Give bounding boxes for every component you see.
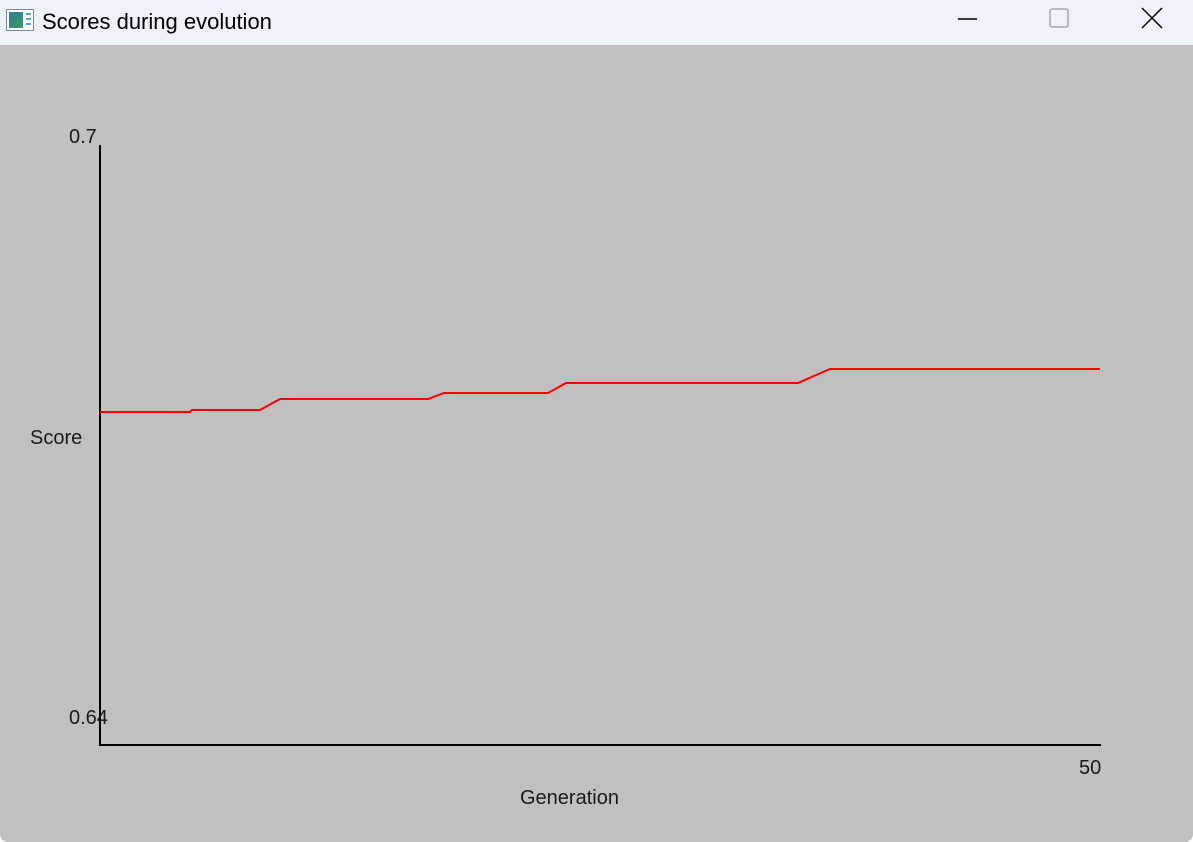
close-icon bbox=[1141, 7, 1163, 29]
score-chart: 0.7 0.64 50 Score Generation bbox=[30, 126, 1101, 809]
maximize-button[interactable] bbox=[1018, 0, 1098, 40]
chart-app-icon bbox=[6, 9, 34, 31]
title-bar[interactable]: Scores during evolution bbox=[0, 0, 1193, 45]
minimize-icon bbox=[958, 18, 977, 20]
y-axis-label: Score bbox=[30, 427, 82, 449]
window-title: Scores during evolution bbox=[42, 9, 272, 34]
x-axis-label: Generation bbox=[520, 787, 619, 809]
y-tick-label-max: 0.7 bbox=[69, 126, 97, 148]
x-tick-label-max: 50 bbox=[1079, 757, 1101, 779]
score-series-line bbox=[100, 368, 1100, 413]
y-tick-label-min: 0.64 bbox=[69, 707, 108, 729]
close-button[interactable] bbox=[1112, 0, 1192, 40]
maximize-icon bbox=[1049, 8, 1069, 28]
minimize-button[interactable] bbox=[928, 0, 1008, 40]
